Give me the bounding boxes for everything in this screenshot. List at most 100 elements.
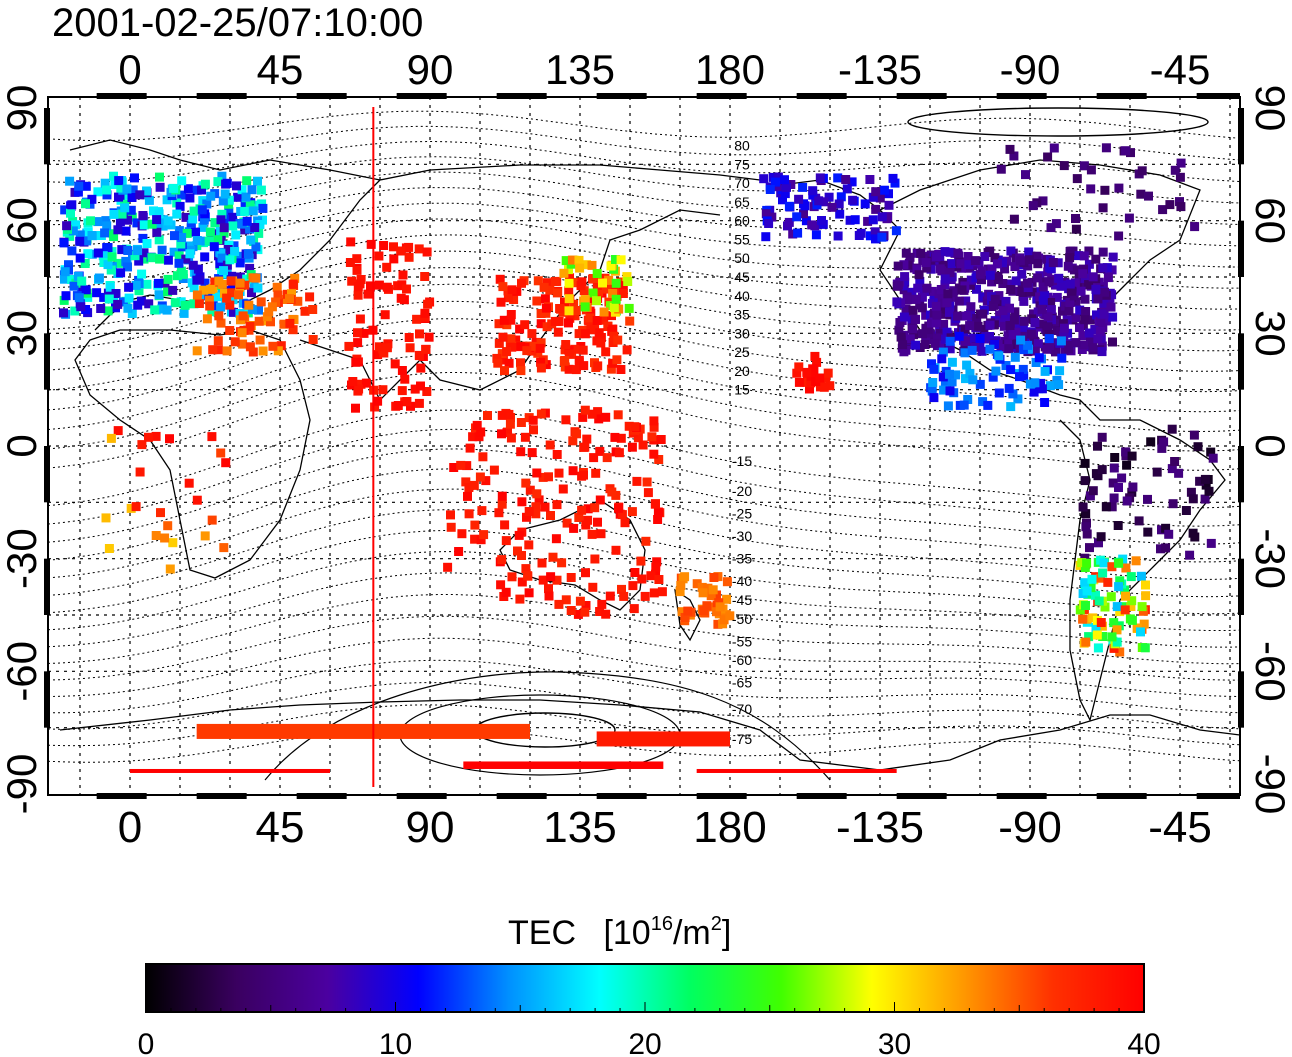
tec-cell	[536, 357, 546, 367]
tec-cell	[380, 310, 390, 320]
left-latitude-labels: 90 60 30 0 -30 -60 -90	[0, 85, 45, 815]
tec-cell	[1107, 632, 1117, 642]
tec-cell	[1078, 269, 1088, 279]
tec-cell	[553, 327, 563, 337]
tec-cell	[255, 220, 265, 229]
tec-cell	[1204, 486, 1214, 496]
tec-cell	[939, 319, 949, 329]
tec-cell	[228, 212, 238, 222]
frame-bar-segment	[196, 93, 247, 99]
tec-cell	[575, 596, 585, 606]
tec-cell	[420, 308, 430, 318]
tec-cell	[580, 302, 590, 312]
tec-cell	[1098, 263, 1108, 273]
contour-label: -20	[732, 483, 752, 499]
tec-cell	[767, 212, 777, 222]
tec-cell	[605, 591, 615, 601]
tec-cell	[892, 297, 902, 307]
tec-cell	[913, 283, 923, 293]
tec-cell	[207, 432, 217, 442]
tec-cell	[606, 261, 616, 271]
tec-cell	[1015, 372, 1024, 382]
tec-cell	[188, 214, 198, 224]
tec-cell	[1086, 184, 1096, 194]
tec-cell	[1036, 319, 1045, 329]
tec-cell	[602, 453, 612, 463]
tec-cell	[1081, 637, 1091, 647]
tec-cell	[410, 384, 420, 394]
tec-cell	[99, 292, 109, 302]
tec-cell	[123, 303, 133, 313]
tec-cell	[1143, 494, 1152, 504]
tec-cell	[581, 568, 590, 578]
tec-cell	[1161, 523, 1171, 533]
tec-cell	[536, 338, 546, 348]
tec-cell	[1107, 290, 1117, 300]
tec-cell	[947, 377, 957, 387]
contour-label: -25	[732, 506, 752, 522]
tec-cell	[564, 286, 574, 296]
tec-cell	[985, 320, 995, 330]
tec-cell	[224, 195, 234, 205]
top-lon-tick-label: -45	[1150, 46, 1211, 93]
tec-cell	[231, 230, 241, 240]
tec-cell	[456, 460, 466, 470]
tec-cell	[199, 215, 209, 225]
tec-cell	[768, 172, 778, 182]
tec-strip	[463, 761, 664, 769]
tec-cell	[544, 584, 553, 594]
tec-cell	[192, 346, 202, 356]
tec-cell	[580, 329, 590, 339]
tec-cell	[174, 258, 184, 268]
tec-cell	[497, 429, 506, 439]
tec-cell	[494, 508, 504, 518]
tec-cell	[794, 377, 804, 387]
tec-cell	[1167, 424, 1177, 434]
tec-cell	[114, 192, 123, 202]
tec-cell	[890, 178, 900, 188]
tec-cell	[810, 351, 820, 361]
tec-cell	[373, 350, 383, 360]
tec-cell	[61, 291, 71, 301]
tec-cell	[1098, 203, 1108, 213]
tec-cell	[135, 467, 145, 477]
tec-cell	[131, 280, 141, 290]
tec-cell	[927, 386, 937, 396]
tec-cell	[158, 221, 168, 231]
tec-cell	[802, 367, 812, 377]
tec-cell	[233, 192, 243, 202]
tec-cell	[152, 215, 162, 225]
contour-label: 20	[734, 363, 750, 379]
tec-cell	[516, 447, 526, 457]
tec-cell	[105, 282, 115, 292]
tec-cell	[1137, 602, 1147, 612]
tec-cell	[649, 422, 659, 432]
tec-cell	[1078, 614, 1088, 624]
tec-cell	[496, 580, 506, 590]
tec-cell	[865, 231, 875, 241]
tec-cell	[222, 346, 232, 356]
tec-cell	[115, 217, 125, 227]
tec-cell	[208, 345, 218, 355]
tec-cell	[1143, 527, 1153, 537]
tec-cell	[947, 259, 956, 269]
tec-cell	[514, 530, 524, 540]
contour-label: 50	[734, 250, 750, 266]
tec-cell	[204, 295, 214, 305]
tec-cell	[806, 378, 816, 388]
map-panel: 80 75 70 65 60 55 50 45 40 35 30 25 20 15 -15 -20 -25 -30…	[44, 93, 1244, 799]
top-lon-tick-label: -90	[1000, 46, 1061, 93]
tec-cell	[983, 400, 993, 410]
tec-cell	[573, 609, 583, 619]
tec-cell	[198, 222, 208, 232]
colorbar-tick-label: 10	[379, 1028, 412, 1057]
tec-cell	[218, 196, 228, 206]
tec-cell	[915, 343, 925, 352]
tec-cell	[931, 301, 941, 311]
tec-cell	[1043, 322, 1053, 332]
tec-cell	[825, 381, 835, 391]
tec-cell	[937, 354, 947, 364]
tec-cell	[977, 346, 987, 356]
tec-cell	[502, 347, 512, 357]
tec-cell	[945, 369, 954, 379]
